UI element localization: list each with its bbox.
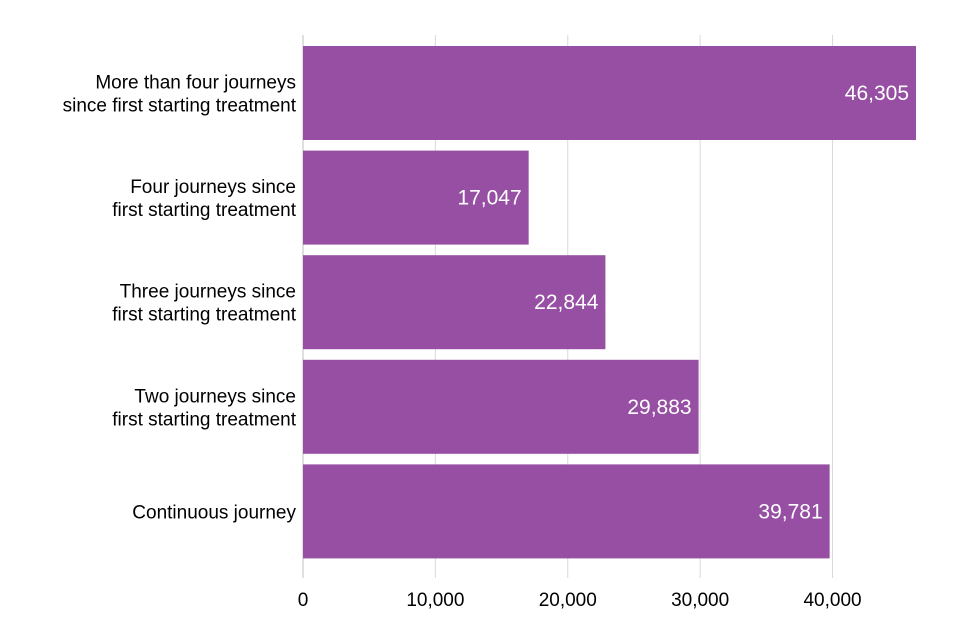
- category-label-line: Continuous journey: [132, 502, 296, 523]
- data-label: 22,844: [534, 291, 599, 314]
- x-tick-label: 20,000: [539, 590, 597, 611]
- bars: [303, 46, 916, 559]
- category-label: More than four journeys since first start…: [63, 73, 297, 117]
- category-label-line: first starting treatment: [112, 409, 296, 430]
- x-tick-label: 10,000: [406, 590, 464, 611]
- data-label: 46,305: [845, 82, 909, 105]
- x-axis-tick-labels: 0 10,000 20,000 30,000 40,000: [298, 590, 862, 611]
- category-label-line: since first starting treatment: [63, 96, 297, 117]
- x-tick-label: 30,000: [671, 590, 729, 611]
- bar: [303, 359, 699, 454]
- category-label-line: first starting treatment: [112, 200, 296, 221]
- bar: [303, 255, 606, 350]
- data-labels: 46,305 17,047 22,844 29,883 39,781: [457, 82, 909, 523]
- category-label-line: More than four journeys: [95, 73, 296, 94]
- category-label: Four journeys since first starting treatm…: [112, 177, 296, 221]
- data-label: 39,781: [758, 500, 822, 523]
- data-label: 29,883: [627, 396, 691, 419]
- bar: [303, 464, 830, 559]
- category-label-line: Three journeys since: [120, 282, 296, 303]
- category-labels: More than four journeys since first start…: [63, 73, 297, 524]
- bar: [303, 46, 916, 140]
- x-tick-label: 0: [298, 590, 309, 611]
- category-label: Three journeys since first starting treat…: [112, 282, 296, 326]
- data-label: 17,047: [457, 187, 521, 210]
- x-tick-label: 40,000: [803, 590, 861, 611]
- category-label: Two journeys since first starting treatme…: [112, 386, 296, 430]
- category-label: Continuous journey: [132, 502, 296, 523]
- bar: [303, 150, 529, 245]
- category-label-line: first starting treatment: [112, 305, 296, 326]
- category-label-line: Two journeys since: [134, 386, 296, 407]
- category-label-line: Four journeys since: [130, 177, 296, 198]
